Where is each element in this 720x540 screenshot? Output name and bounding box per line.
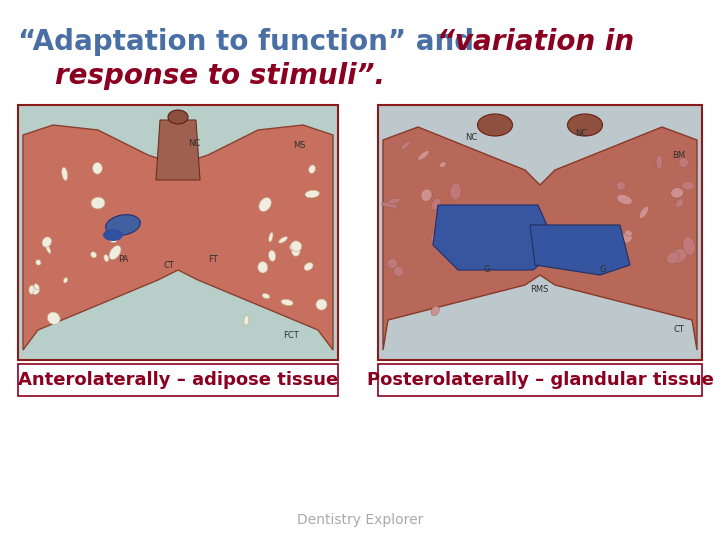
Ellipse shape xyxy=(616,181,626,190)
Ellipse shape xyxy=(106,215,140,235)
Ellipse shape xyxy=(625,230,632,236)
Ellipse shape xyxy=(656,155,662,170)
Ellipse shape xyxy=(292,246,300,256)
Ellipse shape xyxy=(393,266,404,276)
Polygon shape xyxy=(383,127,697,350)
Ellipse shape xyxy=(63,278,68,283)
Ellipse shape xyxy=(168,110,188,124)
Text: NC: NC xyxy=(188,138,200,147)
Text: CT: CT xyxy=(674,326,685,334)
Ellipse shape xyxy=(93,163,102,174)
Ellipse shape xyxy=(36,260,41,265)
Ellipse shape xyxy=(679,158,688,167)
Ellipse shape xyxy=(269,232,273,242)
Text: BM: BM xyxy=(672,151,685,159)
Ellipse shape xyxy=(91,252,96,258)
Ellipse shape xyxy=(269,250,276,261)
Ellipse shape xyxy=(316,299,327,310)
Text: FT: FT xyxy=(208,255,217,265)
Ellipse shape xyxy=(683,237,696,255)
Text: NC: NC xyxy=(575,129,588,138)
Polygon shape xyxy=(156,120,200,180)
Ellipse shape xyxy=(621,232,632,243)
Ellipse shape xyxy=(670,248,688,264)
Polygon shape xyxy=(433,205,558,270)
Ellipse shape xyxy=(675,199,684,208)
Ellipse shape xyxy=(567,114,603,136)
Ellipse shape xyxy=(666,252,680,264)
Ellipse shape xyxy=(639,206,649,218)
Text: CT: CT xyxy=(163,260,174,269)
Ellipse shape xyxy=(431,306,439,315)
Ellipse shape xyxy=(35,284,40,290)
Ellipse shape xyxy=(109,236,117,242)
Bar xyxy=(378,105,702,360)
Ellipse shape xyxy=(291,241,302,252)
Ellipse shape xyxy=(418,151,429,160)
Ellipse shape xyxy=(388,198,400,204)
Text: MS: MS xyxy=(293,140,305,150)
Polygon shape xyxy=(530,225,630,275)
Ellipse shape xyxy=(104,254,109,262)
Text: PA: PA xyxy=(118,255,128,265)
Ellipse shape xyxy=(431,198,441,210)
Ellipse shape xyxy=(48,312,60,325)
Ellipse shape xyxy=(401,141,410,150)
Ellipse shape xyxy=(30,285,40,294)
Bar xyxy=(18,105,338,360)
Bar xyxy=(18,364,338,396)
Ellipse shape xyxy=(289,242,298,251)
Ellipse shape xyxy=(440,162,446,167)
Text: FCT: FCT xyxy=(283,330,299,340)
Ellipse shape xyxy=(281,299,293,306)
Ellipse shape xyxy=(382,202,398,208)
Ellipse shape xyxy=(431,233,444,242)
Ellipse shape xyxy=(681,181,695,190)
Ellipse shape xyxy=(304,262,313,271)
Polygon shape xyxy=(23,125,333,350)
Ellipse shape xyxy=(671,188,683,198)
Text: RMS: RMS xyxy=(530,286,549,294)
Ellipse shape xyxy=(45,244,51,254)
Text: G: G xyxy=(600,266,606,274)
Text: Anterolaterally – adipose tissue: Anterolaterally – adipose tissue xyxy=(18,371,338,389)
Ellipse shape xyxy=(262,293,270,299)
Ellipse shape xyxy=(279,237,287,243)
Ellipse shape xyxy=(29,286,34,294)
Ellipse shape xyxy=(309,165,315,173)
Ellipse shape xyxy=(103,229,123,241)
Ellipse shape xyxy=(305,190,320,198)
Ellipse shape xyxy=(42,237,52,247)
Ellipse shape xyxy=(244,315,249,326)
Ellipse shape xyxy=(421,189,432,201)
Text: response to stimuli”.: response to stimuli”. xyxy=(55,62,385,90)
Text: G: G xyxy=(483,266,490,274)
Bar xyxy=(378,364,702,396)
Ellipse shape xyxy=(62,167,68,180)
Text: “variation in: “variation in xyxy=(437,28,634,56)
Ellipse shape xyxy=(109,246,121,260)
Text: Dentistry Explorer: Dentistry Explorer xyxy=(297,513,423,527)
Ellipse shape xyxy=(258,261,268,273)
Text: “Adaptation to function” and: “Adaptation to function” and xyxy=(18,28,484,56)
Ellipse shape xyxy=(617,194,632,205)
Ellipse shape xyxy=(91,197,105,209)
Ellipse shape xyxy=(477,114,513,136)
Ellipse shape xyxy=(450,183,462,200)
Ellipse shape xyxy=(259,198,271,212)
Ellipse shape xyxy=(387,259,397,268)
Text: NC: NC xyxy=(465,132,477,141)
Text: Posterolaterally – glandular tissue: Posterolaterally – glandular tissue xyxy=(366,371,714,389)
